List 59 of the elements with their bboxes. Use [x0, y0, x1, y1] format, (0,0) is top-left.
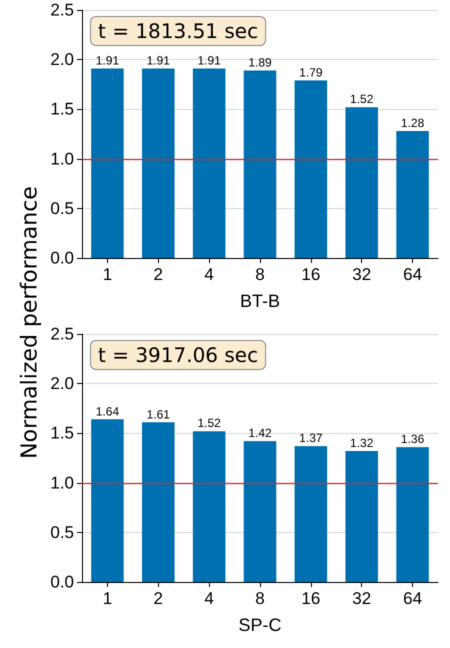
- x-tick-label: 16: [301, 589, 320, 608]
- data-label: 1.37: [299, 431, 323, 446]
- y-tick-label: 2.5: [50, 324, 74, 344]
- x-tick-label: 1: [102, 265, 112, 284]
- x-tick-label: 32: [352, 265, 372, 284]
- x-tick-label: 2: [154, 589, 164, 608]
- data-label: 1.79: [299, 65, 323, 80]
- x-tick-label: 64: [403, 265, 422, 284]
- y-tick-label: 1.5: [50, 100, 74, 119]
- bar: [396, 447, 429, 582]
- y-tick-label: 2.0: [50, 374, 74, 394]
- x-tick-label: 1: [102, 589, 112, 608]
- x-axis-title: SP-C: [238, 615, 282, 635]
- y-tick-label: 2.0: [50, 50, 74, 70]
- bar: [294, 80, 328, 258]
- y-tick-label: 1.0: [50, 473, 74, 492]
- data-label: 1.42: [248, 426, 272, 440]
- bar: [244, 70, 276, 258]
- data-label: 1.91: [197, 54, 222, 68]
- bar: [345, 451, 378, 582]
- data-label: 1.64: [96, 404, 120, 418]
- x-tick-label: 16: [301, 265, 320, 284]
- y-tick-label: 1.5: [50, 424, 74, 443]
- bar: [396, 131, 429, 258]
- x-tick-label: 32: [352, 589, 372, 608]
- y-tick-label: 0.0: [50, 248, 74, 268]
- data-label: 1.36: [400, 432, 425, 446]
- y-tick-label: 2.5: [50, 0, 74, 20]
- data-label: 1.28: [400, 116, 425, 130]
- data-label: 1.61: [146, 407, 170, 422]
- y-tick-label: 0.5: [50, 198, 74, 218]
- data-label: 1.91: [146, 54, 170, 68]
- bar: [91, 419, 124, 582]
- x-tick-label: 64: [403, 589, 422, 608]
- data-label: 1.52: [197, 416, 222, 430]
- x-tick-label: 4: [204, 265, 214, 284]
- bar: [142, 68, 175, 258]
- data-label: 1.32: [350, 436, 374, 450]
- bar: [142, 422, 175, 582]
- y-tick-label: 1.0: [50, 149, 74, 168]
- x-tick-label: 2: [154, 265, 164, 284]
- annotation: t = 3917.06 sec: [98, 343, 258, 367]
- bar: [345, 107, 378, 258]
- bar: [244, 441, 276, 582]
- x-tick-label: 8: [255, 589, 265, 608]
- y-tick-label: 0.0: [50, 572, 74, 592]
- data-label: 1.89: [248, 56, 272, 70]
- bar: [192, 68, 226, 258]
- y-axis-title: Normalized performance: [18, 185, 42, 461]
- data-label: 1.52: [350, 92, 374, 106]
- x-tick-label: 8: [255, 265, 265, 284]
- annotation: t = 1813.51 sec: [98, 19, 258, 43]
- bar: [294, 446, 328, 582]
- bar: [91, 68, 124, 258]
- x-tick-label: 4: [204, 589, 214, 608]
- y-tick-label: 0.5: [50, 522, 74, 542]
- data-label: 1.91: [96, 54, 120, 68]
- x-axis-title: BT-B: [240, 291, 280, 311]
- bar: [192, 431, 226, 582]
